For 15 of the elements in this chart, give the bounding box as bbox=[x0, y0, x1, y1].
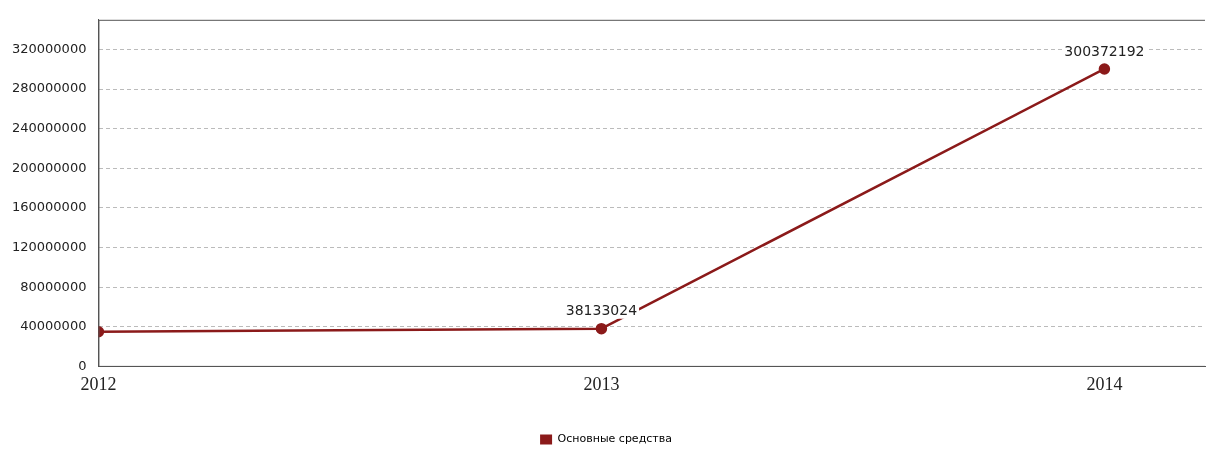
y-tick-label: 320000000 bbox=[11, 40, 87, 56]
x-tick-label: 2013 bbox=[583, 373, 620, 394]
legend-label: Основные средства bbox=[557, 432, 672, 446]
y-tick-label: 280000000 bbox=[11, 80, 87, 96]
y-tick-label: 120000000 bbox=[11, 238, 87, 254]
y-tick-label: 240000000 bbox=[11, 120, 87, 136]
x-tick-label: 2012 bbox=[80, 373, 117, 394]
y-tick-label: 40000000 bbox=[20, 318, 87, 334]
y-tick-label: 80000000 bbox=[20, 278, 87, 294]
y-tick-label: 0 bbox=[78, 357, 87, 373]
data-label: 300372192 bbox=[1064, 42, 1145, 59]
x-tick-label: 2014 bbox=[1086, 373, 1123, 394]
y-tick-label: 200000000 bbox=[11, 159, 87, 175]
y-tick-label: 160000000 bbox=[11, 199, 87, 215]
data-label: 38133024 bbox=[565, 302, 638, 319]
